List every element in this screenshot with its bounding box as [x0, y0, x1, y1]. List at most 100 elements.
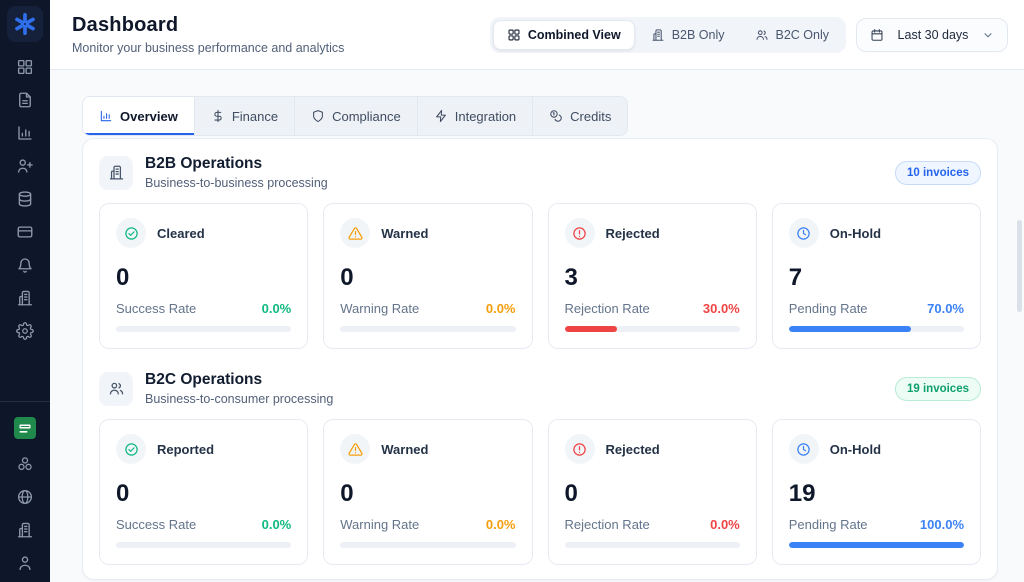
card-value: 0	[564, 480, 578, 507]
check-circle-icon	[124, 442, 139, 457]
b2c-section-header: B2C Operations Business-to-consumer proc…	[91, 369, 989, 406]
bell-icon	[16, 256, 34, 274]
page-heading: Dashboard Monitor your business performa…	[72, 14, 344, 55]
sidebar-item-office[interactable]	[16, 521, 34, 539]
rate-value: 0.0%	[710, 517, 740, 532]
b2c-titles: B2C Operations Business-to-consumer proc…	[145, 371, 333, 406]
stat-card-b2c-warned: Warned 0 Warning Rate 0.0%	[323, 419, 533, 565]
grid-icon	[507, 28, 521, 42]
section-b2b: B2B Operations Business-to-business proc…	[91, 153, 989, 349]
check-circle-icon	[124, 226, 139, 241]
view-toggle-combined[interactable]: Combined View	[492, 19, 635, 50]
rate-value: 0.0%	[485, 301, 516, 316]
view-toggle-b2c[interactable]: B2C Only	[741, 20, 844, 50]
card-value: 0	[340, 264, 354, 291]
tab-integration-label: Integration	[454, 108, 517, 124]
stat-card-b2c-reported: Reported 0 Success Rate 0.0%	[99, 419, 309, 565]
sidebar-item-settings[interactable]	[16, 322, 34, 340]
b2b-titles: B2B Operations Business-to-business proc…	[145, 155, 328, 190]
sidebar-item-notifications[interactable]	[16, 256, 34, 274]
sidebar-item-documents[interactable]	[16, 91, 34, 109]
building-icon	[99, 155, 133, 190]
alert-triangle-icon	[348, 226, 363, 241]
sidebar-item-organization[interactable]	[16, 289, 34, 307]
building-icon	[651, 28, 665, 42]
progress-track	[564, 326, 740, 332]
sidebar-item-region[interactable]	[13, 416, 37, 440]
bar-chart-icon	[99, 109, 113, 123]
sidebar-item-add-user[interactable]	[16, 157, 34, 175]
card-value: 3	[564, 264, 578, 291]
rate-value: 0.0%	[485, 517, 516, 532]
card-label: Warned	[381, 441, 429, 457]
view-toggle-b2b-label: B2B Only	[671, 27, 725, 42]
section-b2c: B2C Operations Business-to-consumer proc…	[91, 369, 989, 565]
b2c-title: B2C Operations	[145, 371, 263, 388]
page-subtitle: Monitor your business performance and an…	[72, 41, 345, 55]
tab-compliance-label: Compliance	[332, 108, 401, 124]
view-toggle-b2b[interactable]: B2B Only	[637, 20, 739, 50]
stat-card-b2b-rejected: Rejected 3 Rejection Rate 30.0%	[547, 203, 757, 349]
tab-credits[interactable]: Credits	[533, 97, 628, 135]
sidebar-item-globe[interactable]	[16, 488, 34, 506]
progress-track	[116, 542, 292, 548]
sidebar-item-dashboard[interactable]	[16, 58, 34, 76]
sidebar-item-analytics[interactable]	[16, 124, 34, 142]
content: Overview Finance Compliance Integration …	[50, 70, 1024, 582]
rate-value: 100.0%	[919, 517, 964, 532]
sidebar-item-profile[interactable]	[16, 554, 34, 572]
rate-label: Rejection Rate	[564, 517, 650, 532]
vertical-scrollbar[interactable]	[1017, 220, 1022, 312]
stat-card-b2b-cleared: Cleared 0 Success Rate 0.0%	[99, 203, 309, 349]
view-toggle-b2c-label: B2C Only	[775, 27, 830, 42]
tab-finance[interactable]: Finance	[194, 97, 296, 135]
rate-value: 0.0%	[261, 301, 292, 316]
card-label: Rejected	[605, 225, 660, 241]
b2b-subtitle: Business-to-business processing	[145, 176, 328, 190]
stat-card-b2c-rejected: Rejected 0 Rejection Rate 0.0%	[547, 419, 757, 565]
alert-circle-icon	[572, 442, 587, 457]
app-logo[interactable]	[7, 6, 43, 42]
zap-icon	[434, 109, 448, 123]
users-icon	[755, 28, 769, 42]
progress-fill	[788, 326, 912, 332]
sidebar-item-cluster[interactable]	[16, 455, 34, 473]
shield-icon	[311, 109, 325, 123]
users-icon	[99, 371, 133, 406]
rate-label: Rejection Rate	[564, 301, 650, 316]
rate-value: 0.0%	[261, 517, 292, 532]
overview-panel: B2B Operations Business-to-business proc…	[82, 138, 998, 580]
progress-track	[564, 542, 740, 548]
chevron-down-icon	[982, 29, 994, 41]
sidebar-item-database[interactable]	[16, 190, 34, 208]
topbar: Dashboard Monitor your business performa…	[50, 0, 1024, 70]
building-icon	[16, 521, 34, 539]
card-value: 0	[340, 480, 354, 507]
b2b-invoice-badge: 10 invoices	[894, 160, 981, 185]
tab-credits-label: Credits	[570, 108, 612, 124]
tab-finance-label: Finance	[231, 108, 279, 124]
rate-label: Warning Rate	[340, 301, 420, 316]
sidebar-bottom	[0, 401, 50, 572]
card-label: Rejected	[605, 441, 660, 457]
b2c-invoice-badge: 19 invoices	[894, 376, 981, 401]
progress-track	[340, 542, 516, 548]
tab-integration[interactable]: Integration	[417, 97, 534, 135]
date-range-select[interactable]: Last 30 days	[856, 17, 1008, 52]
saudi-flag-icon	[13, 416, 37, 440]
gear-icon	[16, 322, 34, 340]
clover-logo-icon	[12, 11, 38, 37]
sidebar-item-billing[interactable]	[16, 223, 34, 241]
progress-track	[340, 326, 516, 332]
b2b-section-header: B2B Operations Business-to-business proc…	[91, 153, 989, 190]
rate-value: 30.0%	[702, 301, 740, 316]
main-area: Dashboard Monitor your business performa…	[50, 0, 1024, 582]
topbar-controls: Combined View B2B Only B2C Only Last 30 …	[489, 16, 1008, 53]
date-range-value: Last 30 days	[897, 27, 969, 42]
globe-icon	[16, 488, 34, 506]
tab-compliance[interactable]: Compliance	[295, 97, 418, 135]
progress-track	[788, 326, 964, 332]
progress-fill	[788, 542, 964, 548]
tab-overview[interactable]: Overview	[83, 97, 195, 135]
rate-label: Warning Rate	[340, 517, 420, 532]
